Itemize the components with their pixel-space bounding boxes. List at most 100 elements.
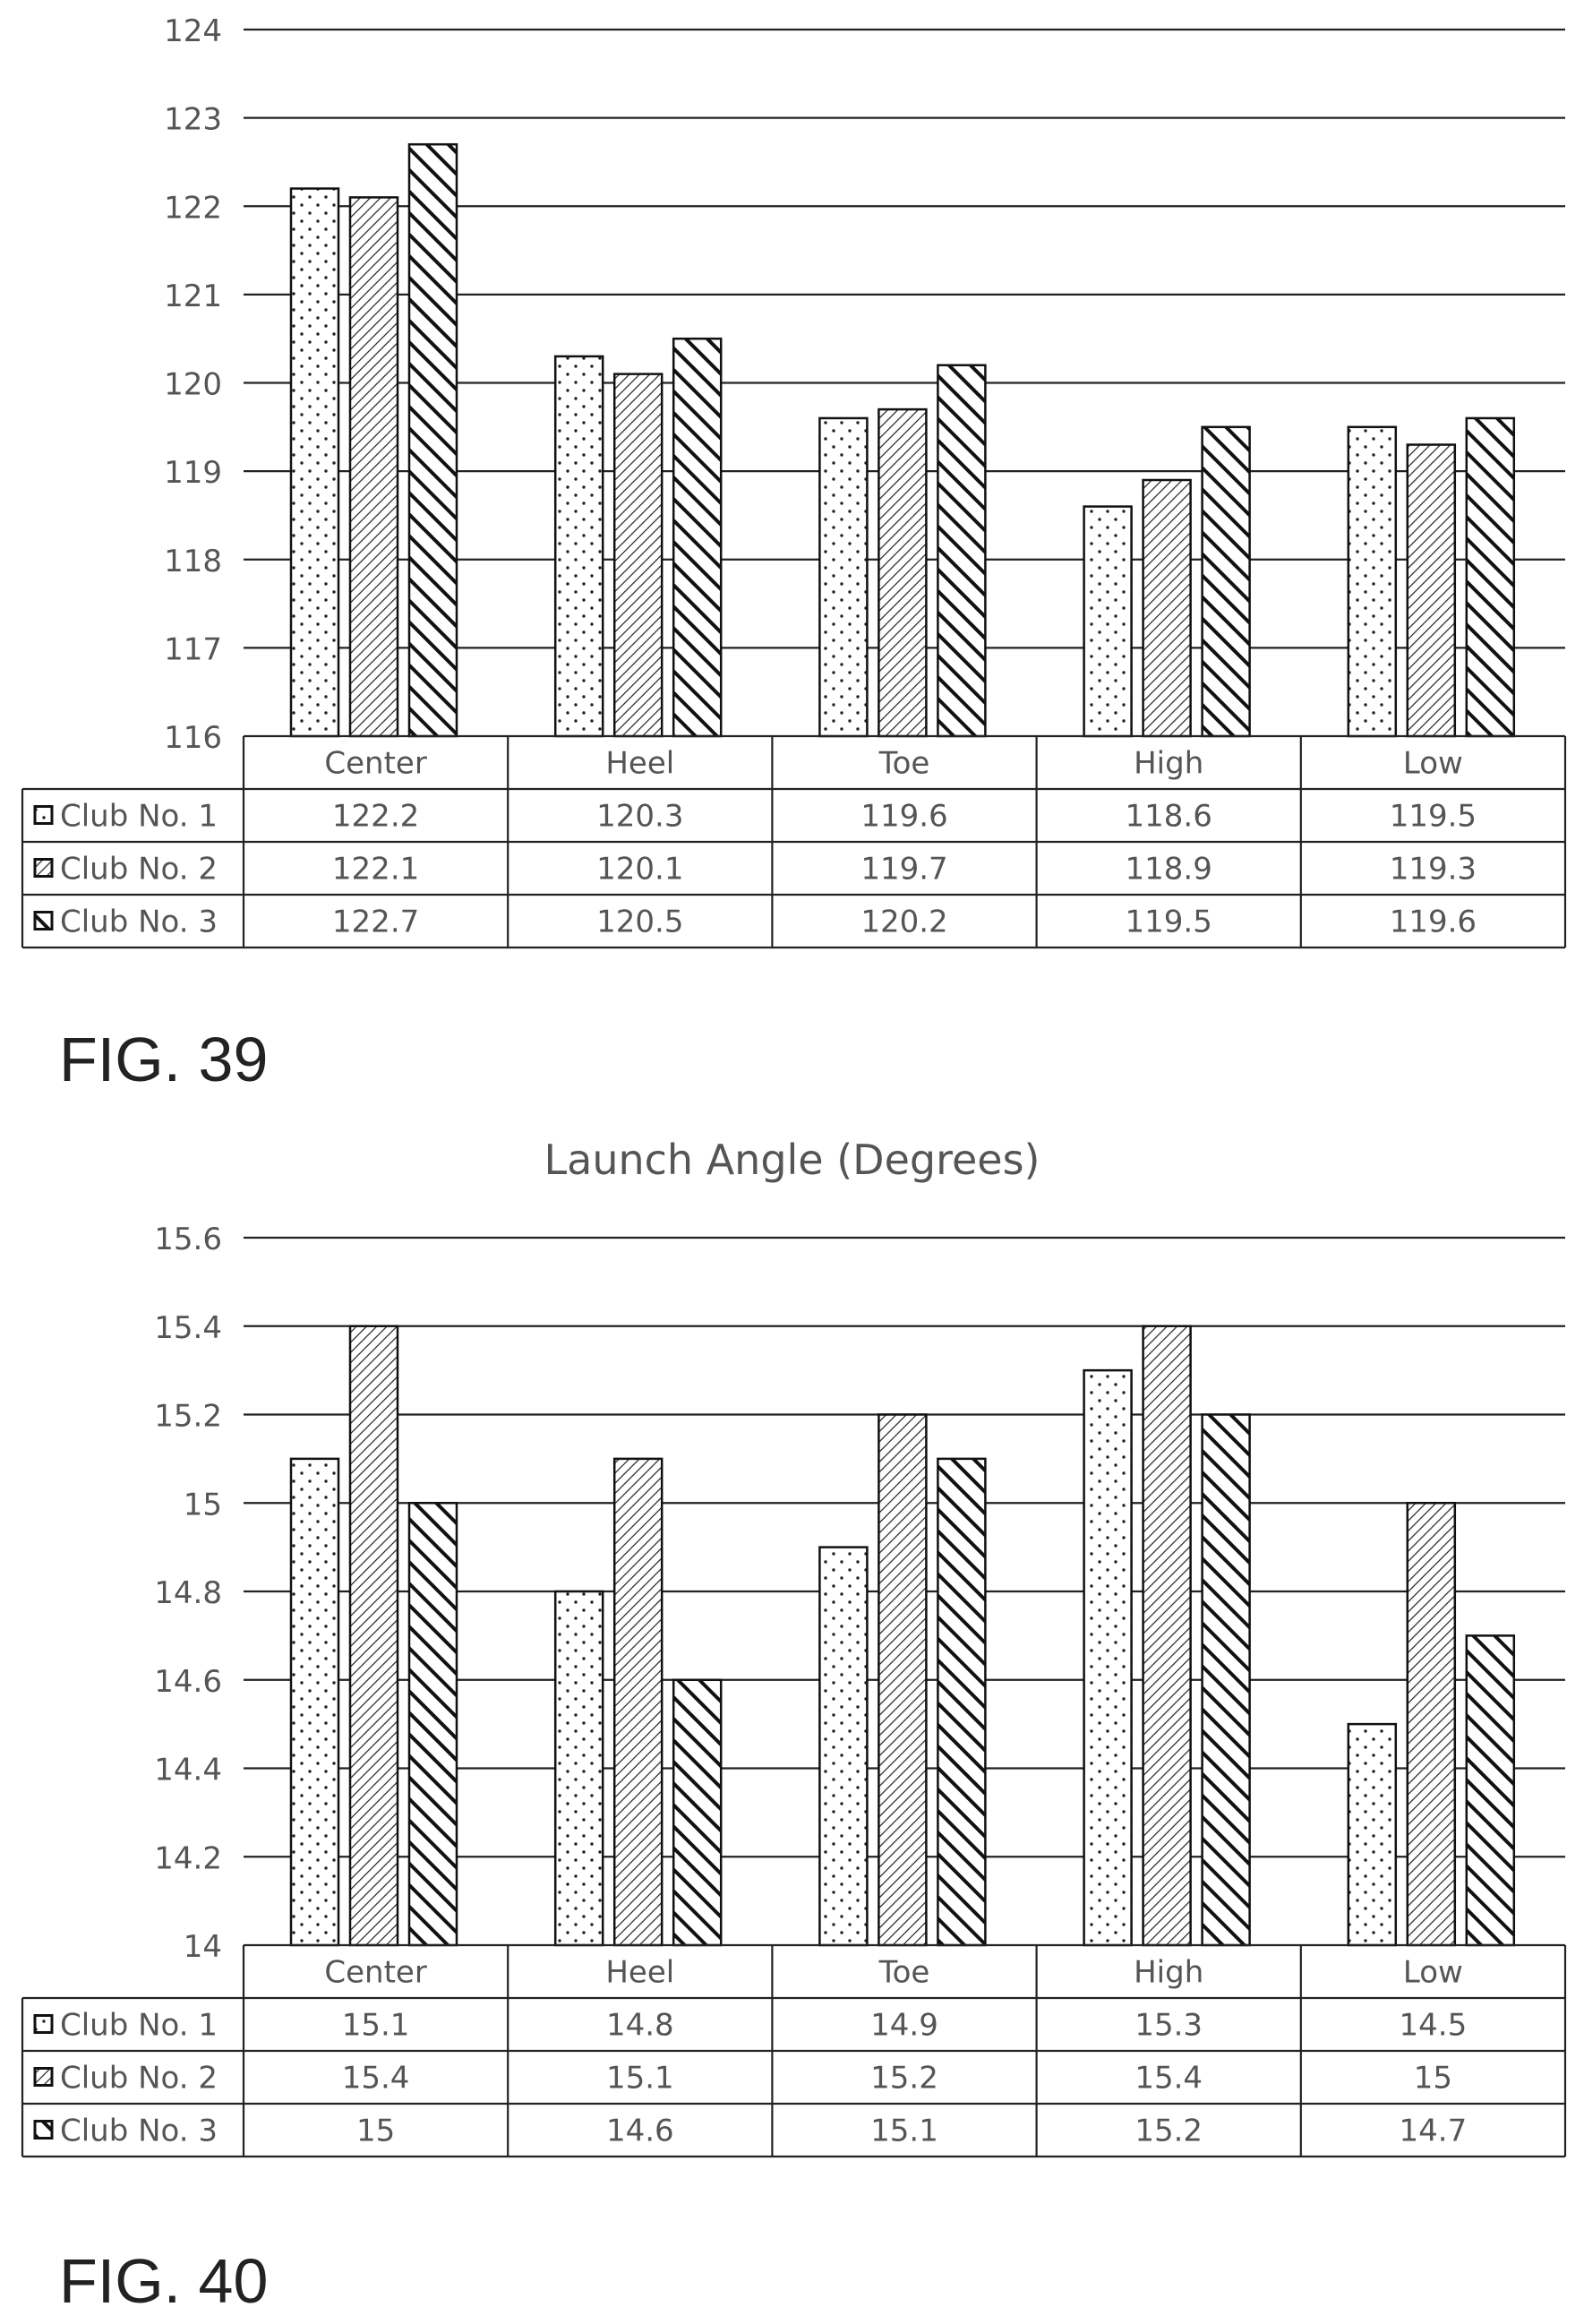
x-category-label: Toe — [878, 1955, 930, 1991]
data-label: 15.4 — [1134, 2061, 1203, 2097]
x-category-label: Heel — [605, 1955, 674, 1991]
x-category-label: Toe — [878, 746, 930, 782]
bar-club-no-2-high — [1142, 478, 1192, 738]
data-label: 119.7 — [860, 852, 947, 888]
y-tick-label: 15.2 — [154, 1399, 222, 1435]
data-label: 118.6 — [1126, 799, 1212, 835]
chart-title-fig-40: Launch Angle (Degrees) — [544, 1136, 1040, 1184]
bar-club-no-3-toe — [937, 364, 987, 738]
y-tick-label: 118 — [164, 544, 222, 579]
y-tick-label: 15.6 — [154, 1222, 222, 1257]
y-tick-label: 123 — [164, 102, 222, 138]
data-label: 15 — [356, 2114, 395, 2149]
data-label: 14.5 — [1400, 2008, 1468, 2044]
y-tick-label: 122 — [164, 190, 222, 226]
data-label: 15.1 — [342, 2008, 410, 2044]
y-tick-label: 14.2 — [154, 1840, 222, 1876]
bar-club-no-1-high — [1083, 505, 1133, 738]
y-tick-label: 116 — [164, 720, 222, 756]
x-category-label: Low — [1403, 1955, 1463, 1991]
bar-club-no-3-center — [407, 142, 458, 738]
data-label: 119.5 — [1126, 905, 1212, 940]
bar-club-no-1-toe — [818, 1546, 869, 1947]
data-label: 15.3 — [1134, 2008, 1203, 2044]
data-label: 119.6 — [1390, 905, 1477, 940]
bar-club-no-2-center — [348, 1325, 399, 1947]
x-category-label: High — [1134, 746, 1203, 782]
legend-swatch — [33, 805, 54, 825]
legend-swatch — [33, 2014, 54, 2034]
y-tick-label: 119 — [164, 455, 222, 491]
bar-club-no-2-high — [1142, 1325, 1192, 1947]
data-label: 120.1 — [596, 852, 683, 888]
bar-club-no-2-toe — [878, 1413, 928, 1947]
data-label: 122.2 — [332, 799, 419, 835]
y-tick-label: 14.4 — [154, 1753, 222, 1788]
legend-swatch — [33, 858, 54, 878]
x-category-label: Heel — [605, 746, 674, 782]
bar-club-no-1-low — [1347, 425, 1398, 738]
chart-fig-40: 15.6 15.4 15.2 15 14.8 14.6 14.4 14.2 14 Center He… — [21, 1222, 1567, 2158]
y-tick-label: 14 — [184, 1929, 222, 1965]
bar-club-no-3-heel — [672, 1678, 723, 1947]
bar-club-no-1-center — [289, 1457, 340, 1947]
legend-label: Club No. 1 — [60, 799, 218, 835]
chart-fig-39: 124 123 122 121 120 119 118 117 116 Center Heel Toe… — [21, 13, 1567, 949]
legend-label: Club No. 3 — [60, 2114, 218, 2149]
bar-club-no-2-heel — [612, 373, 664, 738]
y-tick-label: 117 — [164, 631, 222, 667]
bar-club-no-3-center — [407, 1502, 458, 1947]
bar-club-no-1-center — [289, 187, 340, 738]
bar-club-no-1-heel — [553, 355, 604, 738]
data-label: 122.1 — [332, 852, 419, 888]
bar-club-no-3-toe — [937, 1457, 987, 1947]
y-tick-label: 15.4 — [154, 1310, 222, 1346]
bar-club-no-2-low — [1406, 1502, 1457, 1947]
bar-club-no-1-high — [1083, 1368, 1133, 1947]
legend-label: Club No. 1 — [60, 2008, 218, 2044]
data-label: 14.8 — [606, 2008, 674, 2044]
bar-club-no-3-low — [1465, 416, 1516, 738]
data-label: 14.9 — [870, 2008, 938, 2044]
data-label: 120.5 — [596, 905, 683, 940]
bar-club-no-3-high — [1201, 425, 1251, 738]
bar-club-no-3-low — [1465, 1634, 1516, 1947]
y-tick-label: 15 — [184, 1487, 222, 1522]
y-tick-label: 121 — [164, 279, 222, 314]
y-tick-label: 124 — [164, 13, 222, 49]
legend-label: Club No. 2 — [60, 2061, 218, 2097]
data-label: 120.3 — [596, 799, 683, 835]
bar-club-no-2-center — [348, 196, 399, 738]
legend-swatch — [33, 911, 54, 930]
data-label: 15 — [1414, 2061, 1452, 2097]
bar-club-no-2-heel — [612, 1457, 664, 1947]
y-tick-label: 14.8 — [154, 1575, 222, 1611]
x-category-label: High — [1134, 1955, 1203, 1991]
data-label: 120.2 — [860, 905, 947, 940]
x-category-label: Center — [324, 1955, 426, 1991]
x-category-label: Center — [324, 746, 426, 782]
data-label: 119.5 — [1390, 799, 1477, 835]
data-label: 15.1 — [606, 2061, 674, 2097]
data-label: 118.9 — [1126, 852, 1212, 888]
bar-club-no-1-toe — [818, 416, 869, 738]
bar-club-no-1-heel — [553, 1590, 604, 1947]
data-label: 122.7 — [332, 905, 419, 940]
data-label: 15.2 — [1134, 2114, 1203, 2149]
figure-caption-40: FIG. 40 — [59, 2246, 269, 2316]
figure-caption-39: FIG. 39 — [59, 1025, 269, 1094]
data-label: 119.6 — [860, 799, 947, 835]
y-tick-label: 120 — [164, 367, 222, 403]
y-tick-label: 14.6 — [154, 1664, 222, 1700]
bar-club-no-2-low — [1406, 443, 1457, 738]
data-label: 15.1 — [870, 2114, 938, 2149]
data-label: 15.2 — [870, 2061, 938, 2097]
data-label: 14.6 — [606, 2114, 674, 2149]
legend-swatch — [33, 2067, 54, 2087]
bar-club-no-3-high — [1201, 1413, 1251, 1947]
x-category-label: Low — [1403, 746, 1463, 782]
data-label: 119.3 — [1390, 852, 1477, 888]
bar-club-no-1-low — [1347, 1722, 1398, 1947]
data-label: 15.4 — [342, 2061, 410, 2097]
bar-club-no-3-heel — [672, 337, 723, 738]
